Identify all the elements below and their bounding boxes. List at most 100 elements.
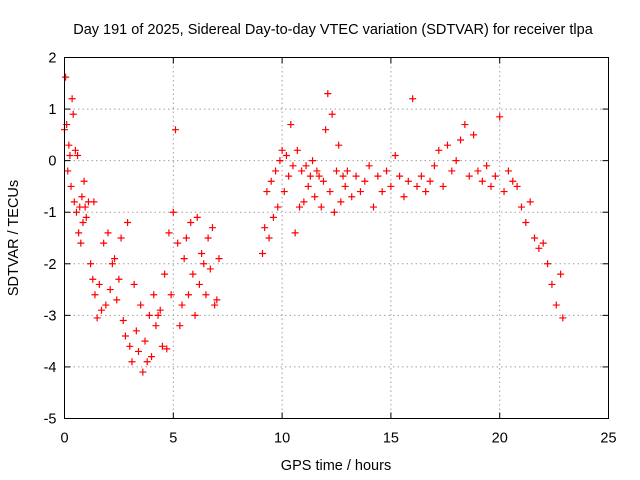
x-axis-label: GPS time / hours <box>281 458 391 474</box>
chart-title: Day 191 of 2025, Sidereal Day-to-day VTE… <box>73 22 593 38</box>
data-point <box>504 167 512 175</box>
data-point <box>278 146 286 154</box>
data-point <box>202 291 210 299</box>
x-tick-label: 10 <box>274 431 290 447</box>
data-point <box>91 291 99 299</box>
data-point <box>328 110 336 118</box>
y-tick-label: -4 <box>44 360 57 376</box>
data-point <box>461 121 469 129</box>
data-point <box>483 162 491 170</box>
data-point <box>143 358 151 366</box>
data-point <box>130 280 138 288</box>
data-point <box>535 244 543 252</box>
data-point <box>559 314 567 322</box>
data-point <box>439 182 447 190</box>
x-tick-label: 5 <box>169 431 177 447</box>
data-point <box>324 90 332 98</box>
data-point <box>145 311 153 319</box>
data-point <box>265 234 273 242</box>
data-point <box>93 314 101 322</box>
plot-frame <box>64 57 609 419</box>
data-point <box>64 167 72 175</box>
data-point <box>296 203 304 211</box>
data-point <box>326 188 334 196</box>
data-point <box>348 193 356 201</box>
data-point <box>206 265 214 273</box>
grid-lines <box>64 57 609 419</box>
data-point <box>100 239 108 247</box>
data-point <box>487 182 495 190</box>
data-point <box>95 280 103 288</box>
data-point <box>315 172 323 180</box>
data-point <box>365 162 373 170</box>
y-tick-label: -5 <box>44 412 57 428</box>
data-point <box>339 172 347 180</box>
data-point <box>269 213 277 221</box>
data-point <box>404 177 412 185</box>
data-point <box>97 306 105 314</box>
data-point <box>176 322 184 330</box>
data-point <box>496 113 504 121</box>
data-point <box>267 177 275 185</box>
data-point <box>274 203 282 211</box>
data-point <box>124 219 132 227</box>
data-point <box>171 126 179 134</box>
data-point <box>544 260 552 268</box>
data-point <box>352 172 360 180</box>
data-point <box>426 177 434 185</box>
data-point <box>300 198 308 206</box>
data-point <box>470 131 478 139</box>
data-point <box>491 172 499 180</box>
data-point <box>413 182 421 190</box>
x-tick-labels: 0 5 10 15 20 25 <box>60 431 616 447</box>
data-point <box>443 141 451 149</box>
data-point <box>141 337 149 345</box>
axis-ticks <box>64 57 609 419</box>
data-point <box>215 255 223 263</box>
data-point <box>276 157 284 165</box>
data-point <box>435 146 443 154</box>
data-point <box>341 182 349 190</box>
data-point <box>422 188 430 196</box>
data-point <box>369 203 377 211</box>
data-point <box>263 188 271 196</box>
data-point <box>378 188 386 196</box>
data-point <box>396 172 404 180</box>
data-point <box>150 291 158 299</box>
data-point <box>409 95 417 103</box>
data-point <box>89 275 97 283</box>
data-point <box>513 182 521 190</box>
data-point <box>158 342 166 350</box>
y-tick-labels: -5 -4 -3 -2 -1 0 1 2 <box>44 51 57 428</box>
data-point <box>187 219 195 227</box>
data-point <box>115 275 123 283</box>
data-point <box>137 301 145 309</box>
data-point <box>67 182 75 190</box>
data-point <box>374 172 382 180</box>
data-point <box>198 249 206 257</box>
x-tick-label: 25 <box>600 431 616 447</box>
y-tick-label: 1 <box>48 102 56 118</box>
data-point <box>317 203 325 211</box>
data-point <box>165 229 173 237</box>
data-point <box>80 177 88 185</box>
data-point <box>319 177 327 185</box>
data-point <box>285 172 293 180</box>
data-point <box>102 301 110 309</box>
data-point <box>517 203 525 211</box>
data-point <box>335 141 343 149</box>
data-point <box>148 353 156 361</box>
data-point <box>154 311 162 319</box>
x-tick-label: 15 <box>383 431 399 447</box>
data-point <box>478 177 486 185</box>
data-point <box>119 317 127 325</box>
data-point <box>161 270 169 278</box>
data-point <box>552 301 560 309</box>
data-point <box>291 229 299 237</box>
data-point <box>78 193 86 201</box>
data-point <box>204 234 212 242</box>
data-point <box>108 260 116 268</box>
data-point <box>111 255 119 263</box>
data-point <box>74 151 82 159</box>
